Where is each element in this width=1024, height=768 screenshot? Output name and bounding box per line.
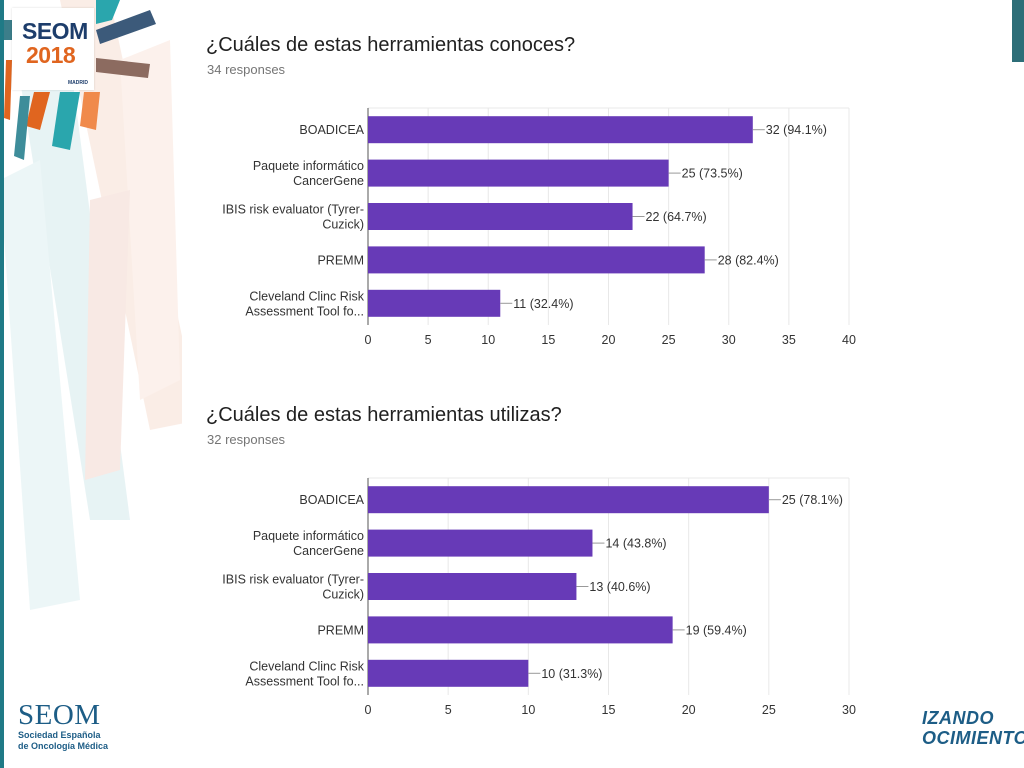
category-label: IBIS risk evaluator (Tyrer- — [222, 203, 364, 217]
bar — [368, 616, 673, 644]
slogan-line2: OCIMIENTO — [922, 728, 1024, 748]
x-tick-label: 30 — [842, 703, 856, 717]
logo-seom-text: SEOM — [22, 18, 88, 44]
x-tick-label: 20 — [602, 333, 616, 347]
right-accent-bar — [1012, 0, 1024, 62]
data-label: 25 (73.5%) — [682, 167, 743, 181]
bar — [368, 659, 529, 687]
x-tick-label: 15 — [602, 703, 616, 717]
bar — [368, 486, 769, 514]
category-label: BOADICEA — [299, 493, 364, 507]
bar — [368, 116, 753, 144]
footer-seom-text: SEOM — [18, 699, 101, 731]
bar — [368, 289, 501, 317]
data-label: 32 (94.1%) — [766, 123, 827, 137]
category-label: Cleveland Clinc Risk — [249, 289, 364, 303]
category-label: Paquete informático — [253, 159, 364, 173]
category-label: Cleveland Clinc Risk — [249, 659, 364, 673]
category-label: Assessment Tool fo... — [245, 674, 364, 688]
data-label: 13 (40.6%) — [589, 580, 650, 594]
category-label: CancerGene — [293, 544, 364, 558]
footer-logo: SEOM Sociedad Española de Oncología Médi… — [18, 700, 108, 752]
congress-logo: SEOM 2018 MADRID — [12, 8, 94, 90]
question-1-responses: 34 responses — [207, 62, 286, 77]
x-tick-label: 20 — [682, 703, 696, 717]
category-label: PREMM — [317, 623, 364, 637]
x-tick-label: 35 — [782, 333, 796, 347]
x-tick-label: 15 — [541, 333, 555, 347]
x-tick-label: 0 — [365, 703, 372, 717]
bar — [368, 246, 705, 274]
category-label: IBIS risk evaluator (Tyrer- — [222, 573, 364, 587]
data-label: 25 (78.1%) — [782, 493, 843, 507]
question-2-responses: 32 responses — [207, 432, 286, 447]
bar — [368, 203, 633, 230]
left-accent-bar — [0, 0, 4, 768]
x-tick-label: 25 — [662, 333, 676, 347]
logo-year-text: 2018 — [26, 42, 76, 68]
category-label: Cuzick) — [322, 218, 364, 232]
logo-city-text: MADRID — [68, 80, 88, 86]
slogan: IZANDO OCIMIENTO — [922, 708, 1024, 748]
x-tick-label: 40 — [842, 333, 856, 347]
data-label: 22 (64.7%) — [646, 210, 707, 224]
x-tick-label: 0 — [365, 333, 372, 347]
category-label: CancerGene — [293, 174, 364, 188]
chart-1: 0 5 10 15 20 25 30 35 40 BOADICEA 32 (94.1%) Paquet… — [222, 107, 856, 347]
bar — [368, 529, 593, 557]
x-tick-label: 25 — [762, 703, 776, 717]
question-1-title: ¿Cuáles de estas herramientas conoces? — [206, 34, 576, 56]
category-label: Cuzick) — [322, 588, 364, 602]
category-label: Assessment Tool fo... — [245, 304, 364, 318]
data-label: 11 (32.4%) — [513, 297, 573, 311]
data-label: 28 (82.4%) — [718, 253, 779, 267]
x-tick-label: 5 — [425, 333, 432, 347]
footer-sub-line1: Sociedad Española — [18, 730, 101, 740]
data-label: 10 (31.3%) — [541, 667, 602, 681]
question-2-title: ¿Cuáles de estas herramientas utilizas? — [206, 404, 562, 426]
x-tick-label: 10 — [481, 333, 495, 347]
category-label: PREMM — [317, 253, 364, 267]
slogan-line1: IZANDO — [922, 708, 994, 728]
x-tick-label: 10 — [521, 703, 535, 717]
bar — [368, 573, 577, 600]
chart-2: 0 5 10 15 20 25 30 BOADICEA 25 (78.1%) Paquete in… — [222, 477, 856, 717]
bar — [368, 159, 669, 187]
category-label: BOADICEA — [299, 123, 364, 137]
footer-sub-line2: de Oncología Médica — [18, 741, 109, 751]
data-label: 14 (43.8%) — [605, 537, 666, 551]
x-tick-label: 30 — [722, 333, 736, 347]
category-label: Paquete informático — [253, 529, 364, 543]
x-tick-label: 5 — [445, 703, 452, 717]
data-label: 19 (59.4%) — [686, 623, 747, 637]
